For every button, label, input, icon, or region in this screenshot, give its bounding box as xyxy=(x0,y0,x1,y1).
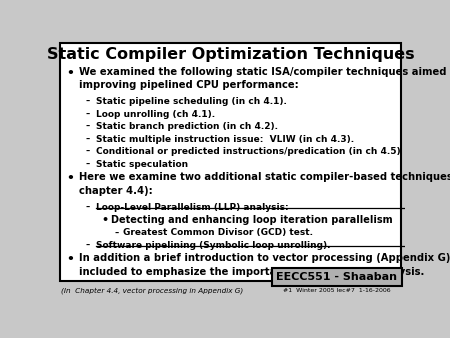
Text: Loop unrolling (ch 4.1).: Loop unrolling (ch 4.1). xyxy=(96,110,216,119)
Text: –: – xyxy=(86,160,90,169)
Text: EECC551 - Shaaban: EECC551 - Shaaban xyxy=(276,272,397,282)
FancyBboxPatch shape xyxy=(60,43,401,281)
Text: –: – xyxy=(86,97,90,106)
Text: •: • xyxy=(102,215,109,225)
Text: •: • xyxy=(67,67,75,79)
Text: chapter 4.4):: chapter 4.4): xyxy=(79,186,153,196)
FancyBboxPatch shape xyxy=(273,267,401,286)
Text: –: – xyxy=(86,122,90,131)
Text: included to emphasize the importance/origin of LLP analysis.: included to emphasize the importance/ori… xyxy=(79,267,424,277)
Text: Detecting and enhancing loop iteration parallelism: Detecting and enhancing loop iteration p… xyxy=(111,215,393,225)
Text: Static pipeline scheduling (in ch 4.1).: Static pipeline scheduling (in ch 4.1). xyxy=(96,97,287,106)
Text: –: – xyxy=(86,241,90,250)
Text: Static Compiler Optimization Techniques: Static Compiler Optimization Techniques xyxy=(47,47,414,62)
Text: –: – xyxy=(86,110,90,119)
Text: Here we examine two additional static compiler-based techniques (in: Here we examine two additional static co… xyxy=(79,172,450,182)
Text: Static speculation: Static speculation xyxy=(96,160,189,169)
Text: –: – xyxy=(86,203,90,212)
Text: Loop-Level Parallelism (LLP) analysis:: Loop-Level Parallelism (LLP) analysis: xyxy=(96,203,289,212)
Text: Static branch prediction (in ch 4.2).: Static branch prediction (in ch 4.2). xyxy=(96,122,279,131)
Text: Software pipelining (Symbolic loop unrolling).: Software pipelining (Symbolic loop unrol… xyxy=(96,241,331,250)
Text: #1  Winter 2005 lec#7  1-16-2006: #1 Winter 2005 lec#7 1-16-2006 xyxy=(283,288,391,293)
Text: •: • xyxy=(67,254,75,266)
Text: –: – xyxy=(86,147,90,156)
Text: Greatest Common Divisor (GCD) test.: Greatest Common Divisor (GCD) test. xyxy=(122,228,312,238)
Text: Conditional or predicted instructions/predication (in ch 4.5): Conditional or predicted instructions/pr… xyxy=(96,147,401,156)
Text: –: – xyxy=(115,228,119,238)
Text: (In  Chapter 4.4, vector processing in Appendix G): (In Chapter 4.4, vector processing in Ap… xyxy=(62,287,244,294)
Text: In addition a brief introduction to vector processing (Appendix G) is: In addition a brief introduction to vect… xyxy=(79,254,450,263)
Text: We examined the following static ISA/compiler techniques aimed at: We examined the following static ISA/com… xyxy=(79,67,450,77)
Text: Static multiple instruction issue:  VLIW (in ch 4.3).: Static multiple instruction issue: VLIW … xyxy=(96,135,355,144)
Text: –: – xyxy=(86,135,90,144)
Text: improving pipelined CPU performance:: improving pipelined CPU performance: xyxy=(79,80,299,90)
Text: •: • xyxy=(67,172,75,185)
